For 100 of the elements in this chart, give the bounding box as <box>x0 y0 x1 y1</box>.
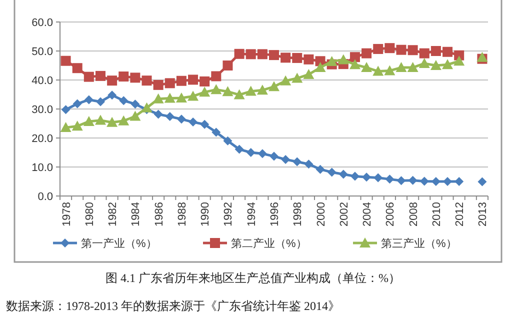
point <box>420 176 429 186</box>
point <box>152 93 164 104</box>
point <box>222 86 234 96</box>
point <box>384 65 396 76</box>
point <box>176 92 187 102</box>
legend-label: 第二产业（%） <box>231 237 307 250</box>
point <box>223 136 232 146</box>
point <box>234 144 244 154</box>
point <box>442 59 454 70</box>
point <box>118 72 129 82</box>
point <box>130 72 140 83</box>
point <box>419 48 430 58</box>
point <box>164 78 175 88</box>
point <box>270 152 278 161</box>
point <box>268 81 280 92</box>
point <box>61 105 70 114</box>
point <box>176 114 186 124</box>
point <box>176 76 186 86</box>
point <box>361 62 372 72</box>
point <box>396 176 406 186</box>
x-tick-label: 1994 <box>246 202 258 226</box>
legend-label: 第三产业（%） <box>381 237 457 250</box>
y-tick-label: 10.0 <box>32 162 53 174</box>
point <box>350 172 360 181</box>
point <box>327 168 336 177</box>
point <box>96 97 105 106</box>
point <box>153 80 164 90</box>
point <box>212 128 221 137</box>
point <box>408 176 418 185</box>
source-note: 数据来源：1978-2013 年的数据来源于《广东省统计年鉴 2014》 <box>6 299 340 313</box>
y-tick-label: 30.0 <box>32 104 53 116</box>
point <box>454 177 464 186</box>
x-tick-label: 1992 <box>222 202 235 226</box>
point <box>72 99 82 108</box>
x-tick-label: 2002 <box>338 202 350 226</box>
point <box>384 43 395 54</box>
point <box>210 84 222 94</box>
point <box>141 102 152 112</box>
x-tick-label: 1996 <box>269 202 281 226</box>
point <box>60 56 71 66</box>
point <box>256 84 268 95</box>
y-tick-label: 50.0 <box>32 46 53 58</box>
point <box>130 110 141 121</box>
point <box>222 60 233 70</box>
point <box>211 71 222 82</box>
point <box>258 149 267 158</box>
point <box>118 115 130 126</box>
point <box>108 90 117 100</box>
point <box>200 120 210 129</box>
point <box>418 58 430 68</box>
point <box>292 157 302 166</box>
point <box>95 70 106 81</box>
x-tick-label: 1998 <box>292 202 304 226</box>
point <box>349 59 360 70</box>
point <box>154 110 163 119</box>
point <box>188 90 199 101</box>
point <box>83 116 94 126</box>
point <box>199 86 210 97</box>
point <box>280 52 291 63</box>
text: 图 4.1 广东省历年来地区生产总值产业构成（单位：%） <box>106 271 400 285</box>
point <box>314 62 326 72</box>
point <box>362 172 372 182</box>
point <box>292 52 302 63</box>
legend-label: 第一产业（%） <box>81 237 157 250</box>
y-tick-label: 0.0 <box>38 191 53 203</box>
point <box>246 148 256 157</box>
point <box>188 118 198 127</box>
point <box>269 50 279 60</box>
point <box>246 49 256 60</box>
x-tick-label: 2008 <box>408 202 420 226</box>
x-tick-label: 2006 <box>384 202 397 226</box>
point <box>130 100 140 109</box>
point <box>84 95 94 104</box>
x-tick-label: 1980 <box>84 202 96 226</box>
point <box>338 54 349 64</box>
point <box>257 49 268 60</box>
x-tick-label: 1982 <box>107 202 120 226</box>
x-tick-label: 2004 <box>362 202 374 226</box>
point <box>303 68 314 79</box>
point <box>107 76 118 86</box>
point <box>385 174 394 184</box>
y-tick-label: 20.0 <box>32 133 53 145</box>
point <box>200 76 210 86</box>
x-tick-label: 1984 <box>130 202 142 226</box>
x-tick-label: 2013 <box>477 202 490 226</box>
point <box>374 173 383 182</box>
x-tick-label: 1988 <box>176 202 188 226</box>
point <box>372 66 384 76</box>
point <box>338 170 348 179</box>
point <box>350 52 360 62</box>
point <box>373 44 384 54</box>
point <box>442 46 453 57</box>
point <box>72 120 83 131</box>
point <box>84 72 94 82</box>
x-tick-label: 1986 <box>153 202 166 226</box>
point <box>316 164 325 174</box>
point <box>478 177 487 186</box>
point <box>94 114 106 125</box>
point <box>234 89 245 100</box>
point <box>430 60 442 70</box>
